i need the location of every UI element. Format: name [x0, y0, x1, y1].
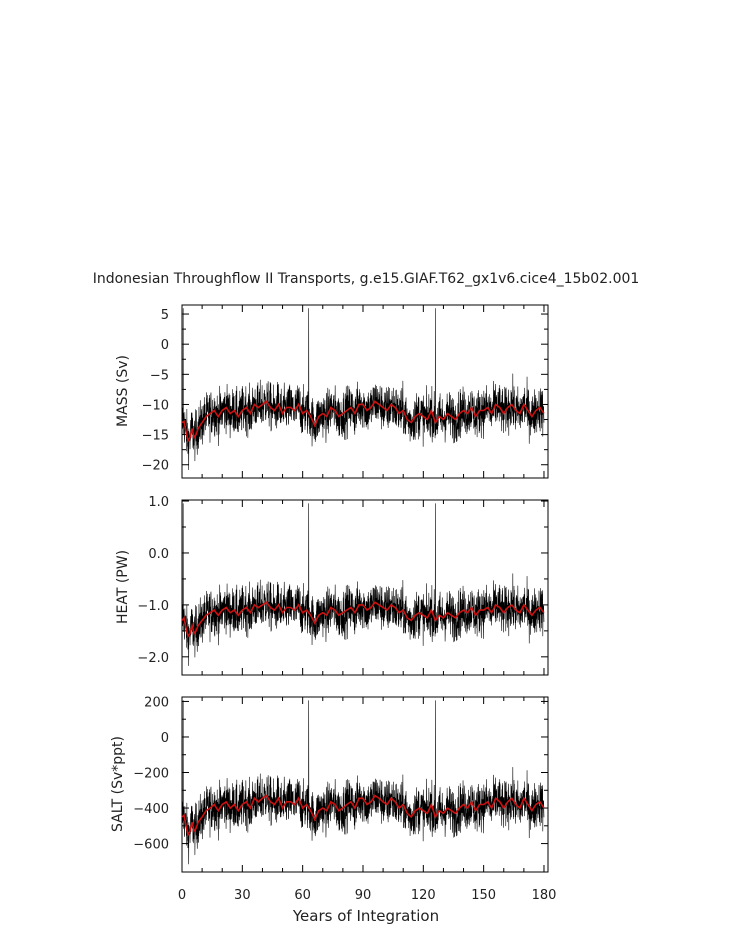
- x-tick-labels: 0 30 60 90 120 150 180: [178, 888, 557, 903]
- mass-panel: 5 0 −5 −10 −15 −20 MASS (Sv): [115, 304, 549, 479]
- mass-annual-line: [181, 400, 545, 443]
- x-tick-label: 30: [234, 888, 251, 903]
- salt-annual-line: [181, 794, 545, 837]
- salt-panel-frame: [181, 696, 549, 873]
- heat-annual-line: [181, 601, 545, 638]
- salt-y-tick-label: −600: [133, 838, 169, 853]
- salt-y-axis-label: SALT (Sv*ppt): [110, 736, 126, 832]
- mass-monthly-series: [181, 308, 545, 471]
- mass-y-tick-label: −20: [142, 459, 169, 474]
- heat-panel-frame: [181, 499, 549, 676]
- salt-y-tick-label: 0: [161, 731, 169, 746]
- heat-annual-series: [181, 601, 545, 638]
- salt-y-tick-label: 200: [144, 695, 169, 710]
- heat-y-tick-label: −2.0: [137, 651, 169, 666]
- heat-y-tick-label: 1.0: [148, 495, 169, 510]
- x-axis-label: Years of Integration: [292, 907, 439, 925]
- salt-monthly-line: [181, 700, 545, 865]
- x-tick-label: 150: [471, 888, 496, 903]
- salt-annual-series: [181, 794, 545, 837]
- heat-monthly-series: [181, 503, 545, 666]
- mass-y-tick-label: −5: [150, 368, 169, 383]
- heat-monthly-line: [181, 503, 545, 666]
- salt-monthly-series: [181, 700, 545, 865]
- salt-panel: 200 0 −200 −400 −600 SALT (Sv*ppt): [110, 695, 549, 873]
- mass-y-tick-label: 0: [161, 338, 169, 353]
- heat-panel: 1.0 0.0 −1.0 −2.0 HEAT (PW): [115, 495, 549, 676]
- mass-y-tick-label: −10: [142, 398, 169, 413]
- heat-y-ticks: [182, 500, 548, 658]
- mass-y-tick-labels: 5 0 −5 −10 −15 −20: [142, 308, 169, 474]
- salt-y-tick-label: −400: [133, 802, 169, 817]
- x-tick-label: 0: [178, 888, 186, 903]
- salt-x-ticks: [181, 697, 545, 872]
- x-tick-label: 180: [532, 888, 557, 903]
- heat-y-tick-label: 0.0: [148, 547, 169, 562]
- mass-panel-frame: [181, 304, 549, 479]
- salt-y-tick-labels: 200 0 −200 −400 −600: [133, 695, 169, 852]
- mass-y-tick-label: −15: [142, 429, 169, 444]
- x-tick-label: 60: [294, 888, 311, 903]
- mass-monthly-line: [181, 308, 545, 471]
- x-tick-label: 120: [411, 888, 436, 903]
- mass-y-axis-label: MASS (Sv): [115, 355, 131, 427]
- salt-y-tick-label: −200: [133, 767, 169, 782]
- mass-x-ticks: [181, 305, 545, 478]
- salt-y-ticks: [182, 700, 548, 845]
- chart-title: Indonesian Throughflow II Transports, g.…: [93, 271, 640, 287]
- heat-x-ticks: [181, 500, 545, 675]
- mass-annual-series: [181, 400, 545, 443]
- mass-y-tick-label: 5: [161, 308, 169, 323]
- heat-y-axis-label: HEAT (PW): [115, 550, 131, 624]
- x-tick-label: 90: [355, 888, 372, 903]
- heat-y-tick-label: −1.0: [137, 599, 169, 614]
- heat-y-tick-labels: 1.0 0.0 −1.0 −2.0: [137, 495, 169, 666]
